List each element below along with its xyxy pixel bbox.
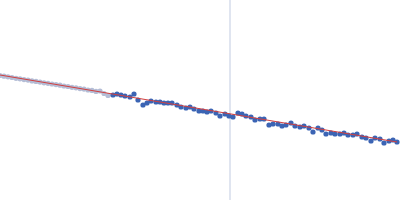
point: [217, 113, 222, 118]
plot-area: [0, 0, 400, 200]
point: [310, 129, 315, 134]
chart: [0, 0, 400, 200]
line: [0, 75, 397, 142]
point: [323, 131, 328, 136]
point: [381, 140, 386, 145]
point: [131, 91, 136, 96]
line: [229, 0, 230, 200]
point: [270, 121, 275, 126]
